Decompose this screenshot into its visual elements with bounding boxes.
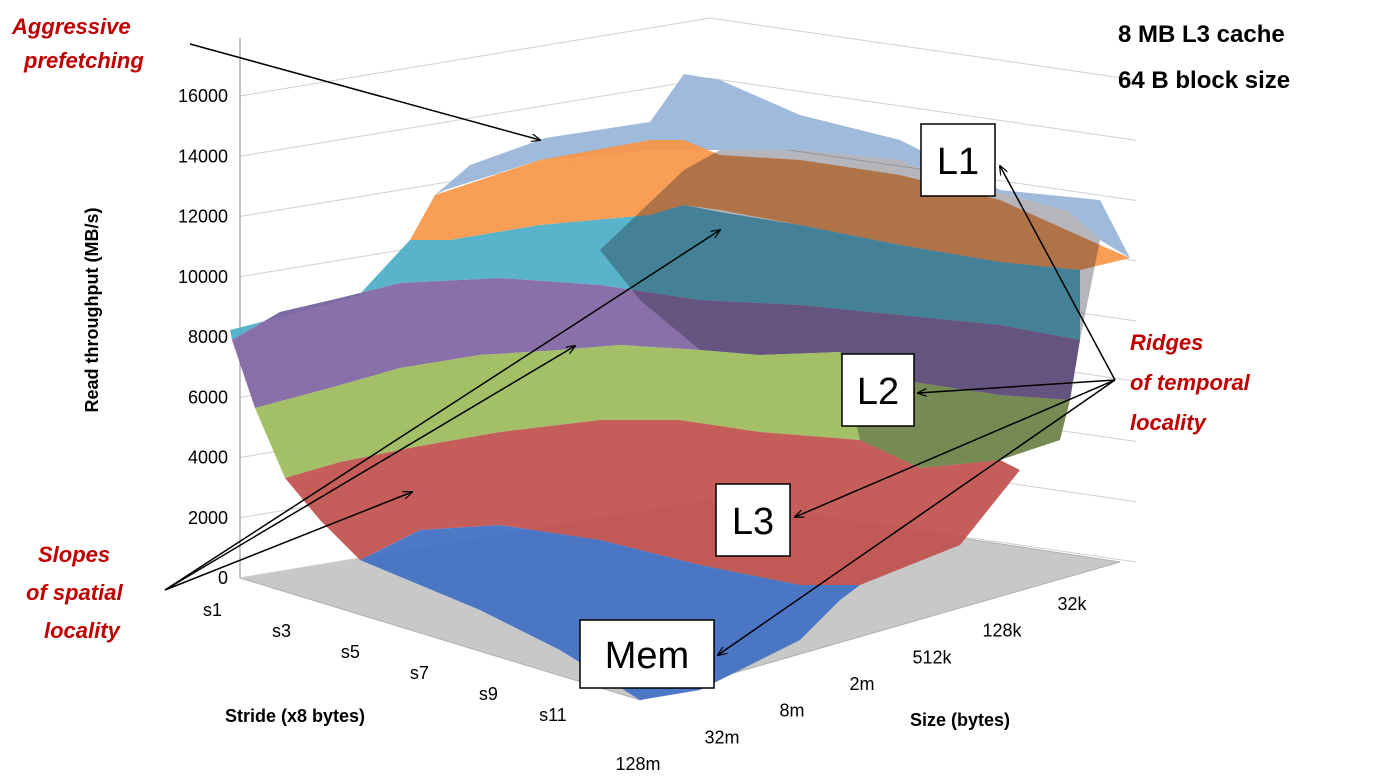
slopes-line1: Slopes — [38, 542, 110, 567]
size-tick-labels: 128m 32m 8m 2m 512k 128k 32k — [615, 594, 1087, 774]
surface-band-purple — [232, 278, 1080, 408]
stride-tick-label: s9 — [479, 684, 498, 704]
stride-tick-label: s5 — [341, 642, 360, 662]
aggressive-prefetching-line2: prefetching — [23, 48, 144, 73]
y-tick-label: 6000 — [188, 387, 228, 407]
slope-arrow-1 — [164, 230, 720, 591]
ridges-line1: Ridges — [1130, 330, 1203, 355]
surface-band-orange — [410, 140, 1130, 270]
y-tick-label: 4000 — [188, 448, 228, 468]
l3-label: L3 — [732, 501, 774, 543]
size-tick-label: 8m — [779, 701, 804, 721]
size-tick-label: 2m — [849, 674, 874, 694]
y-tick-label: 8000 — [188, 327, 228, 347]
y-axis-title: Read throughput (MB/s) — [82, 208, 102, 413]
size-tick-label: 32k — [1057, 594, 1087, 614]
ridges-line2: of temporal — [1130, 370, 1251, 395]
ridge-arrow-l1 — [1000, 166, 1116, 381]
mem-label: Mem — [605, 635, 689, 677]
surface-band-red — [285, 420, 1020, 585]
l2-box — [841, 353, 915, 427]
y-tick-label: 0 — [218, 568, 228, 588]
y-tick-labels: 0 2000 4000 6000 8000 10000 12000 14000 16000 — [178, 86, 228, 588]
ridge-arrow-l3 — [795, 379, 1116, 517]
size-tick-label: 128m — [615, 754, 660, 774]
size-tick-label: 512k — [912, 647, 952, 667]
stride-tick-labels: s1 s3 s5 s7 s9 s11 — [203, 600, 567, 725]
y-tick-label: 12000 — [178, 207, 228, 227]
y-tick-label: 10000 — [178, 267, 228, 287]
l2-label: L2 — [857, 371, 899, 413]
l1-box — [920, 123, 996, 197]
mem-box — [579, 619, 715, 689]
surface-top-band — [435, 74, 1130, 258]
ridge-arrow-mem — [718, 379, 1116, 655]
stride-tick-label: s7 — [410, 663, 429, 683]
slope-arrow-3 — [164, 492, 412, 591]
l1-label: L1 — [937, 141, 979, 183]
gridline-right-7 — [709, 77, 1137, 141]
surface-band-blue — [360, 525, 860, 700]
size-tick-label: 128k — [982, 621, 1022, 641]
ridges-line3: locality — [1130, 410, 1208, 435]
y-tick-label: 16000 — [178, 86, 228, 106]
y-tick-label: 2000 — [188, 508, 228, 528]
aggressive-prefetching-line1: Aggressive — [11, 14, 131, 39]
prefetching-arrow — [189, 43, 540, 140]
slope-arrow-2 — [164, 346, 575, 591]
ridge-arrow-l2 — [918, 379, 1116, 393]
y-tick-label: 14000 — [178, 146, 228, 166]
slopes-line3: locality — [44, 618, 122, 643]
gridline-left-7 — [239, 77, 711, 157]
l3-box — [715, 483, 791, 557]
size-axis-title: Size (bytes) — [910, 710, 1010, 730]
cache-info-line2: 64 B block size — [1118, 67, 1290, 94]
size-tick-label: 32m — [704, 727, 739, 747]
gridline-left-8 — [239, 17, 711, 97]
stride-tick-label: s1 — [203, 600, 222, 620]
stride-tick-label: s3 — [272, 621, 291, 641]
stride-axis-title: Stride (x8 bytes) — [225, 706, 365, 726]
stride-tick-label: s11 — [539, 705, 567, 725]
cache-info-line1: 8 MB L3 cache — [1118, 21, 1285, 48]
slopes-line2: of spatial — [26, 580, 123, 605]
gridline-right-8 — [709, 17, 1137, 81]
